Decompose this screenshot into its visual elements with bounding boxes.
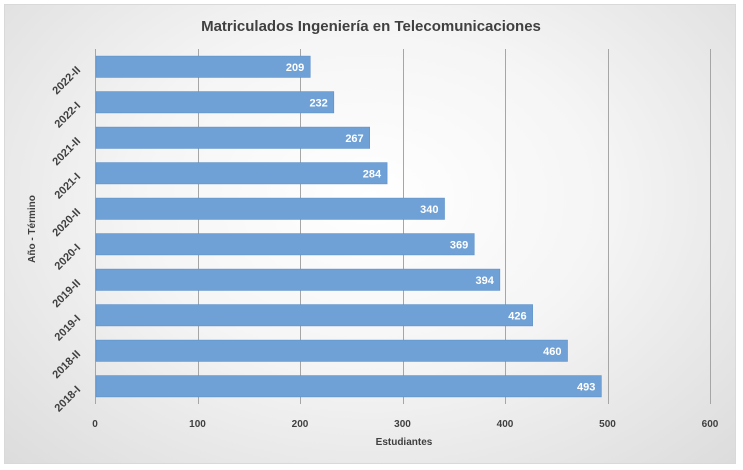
y-tick-label: 2018-I bbox=[53, 384, 84, 415]
bar bbox=[95, 375, 602, 398]
chart-frame: Matriculados Ingeniería en Telecomunicac… bbox=[4, 4, 736, 464]
x-tick-label: 100 bbox=[189, 419, 206, 430]
chart-title: Matriculados Ingeniería en Telecomunicac… bbox=[201, 18, 541, 35]
bar bbox=[95, 233, 475, 256]
data-label: 394 bbox=[475, 275, 494, 287]
x-tick-label: 0 bbox=[92, 419, 98, 430]
x-tick-label: 600 bbox=[702, 419, 719, 430]
x-tick-label: 400 bbox=[497, 419, 514, 430]
y-axis-title: Año - Término bbox=[27, 195, 38, 263]
bar bbox=[95, 55, 311, 78]
y-tick-label: 2021-II bbox=[50, 135, 83, 168]
x-tick-label: 500 bbox=[599, 419, 616, 430]
data-label: 369 bbox=[450, 239, 468, 251]
y-tick-label: 2019-II bbox=[50, 277, 83, 310]
bar bbox=[95, 268, 501, 291]
x-tick-labels: 0 100 200 300 400 500 600 bbox=[92, 419, 719, 430]
data-label: 340 bbox=[420, 204, 438, 216]
x-axis-title: Estudiantes bbox=[376, 437, 433, 448]
y-tick-label: 2022-I bbox=[53, 100, 84, 131]
bar bbox=[95, 126, 370, 149]
y-tick-label: 2018-II bbox=[50, 348, 83, 381]
bar bbox=[95, 304, 533, 327]
data-label: 232 bbox=[309, 97, 327, 109]
data-label: 426 bbox=[508, 310, 526, 322]
data-label: 284 bbox=[363, 168, 382, 180]
y-tick-label: 2021-I bbox=[53, 171, 84, 202]
data-label: 267 bbox=[345, 133, 363, 145]
bar bbox=[95, 197, 445, 220]
y-tick-label: 2020-II bbox=[50, 206, 83, 239]
data-label: 209 bbox=[286, 62, 304, 74]
y-tick-label: 2020-I bbox=[53, 242, 84, 273]
y-tick-label: 2019-I bbox=[53, 313, 84, 344]
data-label: 493 bbox=[577, 381, 595, 393]
bar bbox=[95, 91, 335, 114]
x-tick-label: 300 bbox=[394, 419, 411, 430]
x-tick-label: 200 bbox=[292, 419, 309, 430]
bar-chart: Matriculados Ingeniería en Telecomunicac… bbox=[27, 18, 719, 448]
bar bbox=[95, 162, 388, 185]
bar bbox=[95, 339, 568, 362]
bars: 493 460 426 394 369 340 284 267 232 209 bbox=[95, 55, 602, 398]
y-tick-label: 2022-II bbox=[50, 64, 83, 97]
data-label: 460 bbox=[543, 346, 561, 358]
